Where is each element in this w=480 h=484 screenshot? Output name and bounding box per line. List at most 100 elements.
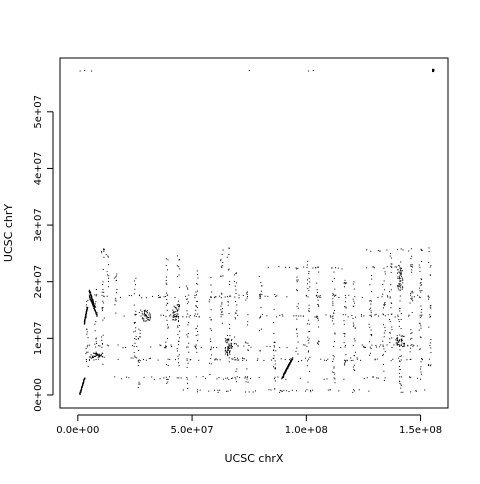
segment-point (286, 370, 287, 371)
row-point (428, 296, 429, 297)
row-point (131, 295, 132, 296)
cluster-point (102, 353, 103, 354)
column-point (345, 297, 346, 298)
row-point (338, 390, 339, 391)
sparse-point (308, 71, 309, 72)
row-point (194, 315, 195, 316)
column-point (296, 348, 297, 349)
column-point (210, 328, 211, 329)
column-point (382, 294, 383, 295)
column-point (371, 310, 372, 311)
column-point (421, 337, 422, 338)
column-point (420, 369, 421, 370)
cluster-point (399, 281, 400, 282)
cluster-point (402, 346, 403, 347)
cluster-point (397, 338, 398, 339)
row-point (276, 295, 277, 296)
column-point (177, 265, 178, 266)
row-point (259, 296, 260, 297)
column-point (275, 367, 276, 368)
row-point (361, 314, 362, 315)
row-point (205, 378, 206, 379)
y-tick-label: 4e+07 (33, 152, 44, 186)
column-point (308, 351, 309, 352)
column-point (86, 334, 87, 335)
column-point (107, 274, 108, 275)
column-point (179, 365, 180, 366)
row-point (296, 268, 297, 269)
cluster-point (404, 343, 405, 344)
column-point (333, 313, 334, 314)
row-point (227, 378, 228, 379)
column-point (389, 342, 390, 343)
column-point (177, 327, 178, 328)
cluster-point (402, 279, 403, 280)
column-point (428, 364, 429, 365)
cluster-point (432, 69, 433, 70)
cluster-point (397, 277, 398, 278)
column-point (166, 280, 167, 281)
cluster-point (397, 335, 398, 336)
column-point (102, 292, 103, 293)
column-point (309, 338, 310, 339)
cluster-point (401, 274, 402, 275)
column-point (297, 333, 298, 334)
column-point (96, 352, 97, 353)
row-point (144, 377, 145, 378)
row-point (259, 377, 260, 378)
cluster-point (176, 319, 177, 320)
column-point (229, 328, 230, 329)
cluster-point (179, 304, 180, 305)
column-point (390, 298, 391, 299)
column-point (296, 280, 297, 281)
column-point (138, 384, 139, 385)
cluster-point (229, 348, 230, 349)
column-point (196, 283, 197, 284)
cluster-point (402, 280, 403, 281)
column-point (410, 339, 411, 340)
column-point (334, 382, 335, 383)
column-point (412, 298, 413, 299)
column-point (401, 313, 402, 314)
column-point (383, 324, 384, 325)
column-point (186, 286, 187, 287)
column-point (421, 328, 422, 329)
column-point (179, 337, 180, 338)
row-point (410, 391, 411, 392)
column-point (411, 344, 412, 345)
row-point (307, 296, 308, 297)
x-tick-label: 1.5e+08 (399, 425, 442, 436)
cluster-point (398, 288, 399, 289)
cluster-point (404, 345, 405, 346)
column-point (420, 282, 421, 283)
row-point (164, 296, 165, 297)
column-point (234, 274, 235, 275)
row-point (257, 360, 258, 361)
column-point (411, 248, 412, 249)
column-point (420, 361, 421, 362)
row-point (298, 316, 299, 317)
column-point (108, 257, 109, 258)
column-point (140, 333, 141, 334)
column-point (332, 320, 333, 321)
column-point (178, 344, 179, 345)
column-point (296, 277, 297, 278)
column-point (197, 314, 198, 315)
row-point (300, 315, 301, 316)
cluster-point (401, 273, 402, 274)
column-point (332, 361, 333, 362)
column-point (309, 331, 310, 332)
cluster-point (402, 335, 403, 336)
column-point (389, 319, 390, 320)
column-point (317, 318, 318, 319)
column-point (274, 309, 275, 310)
row-point (412, 296, 413, 297)
column-point (138, 365, 139, 366)
column-point (399, 266, 400, 267)
row-point (217, 359, 218, 360)
row-point (416, 391, 417, 392)
column-point (307, 323, 308, 324)
column-point (103, 335, 104, 336)
row-point (160, 345, 161, 346)
segment-point (285, 373, 286, 374)
